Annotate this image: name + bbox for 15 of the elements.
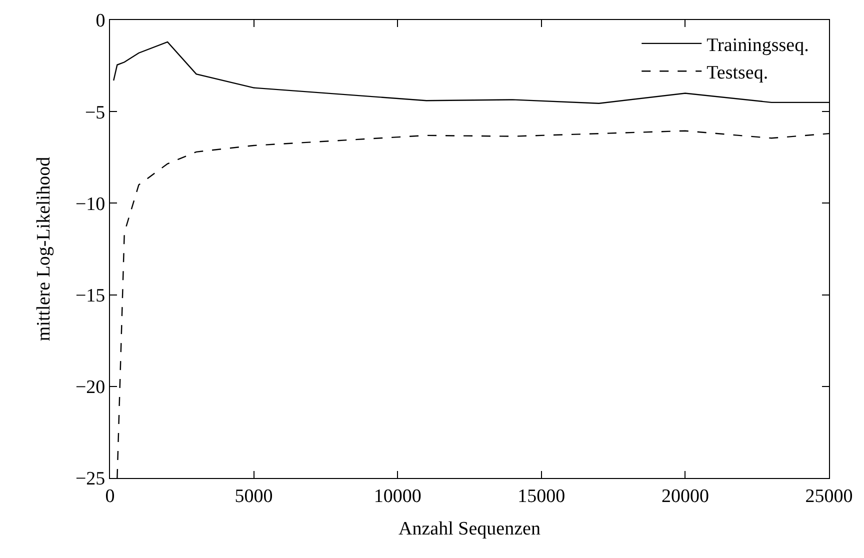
x-tick-label: 15000: [518, 486, 566, 507]
y-tick-label: 0: [96, 10, 106, 32]
y-tick-label: −5: [84, 102, 106, 124]
legend-label: Trainingsseq.: [706, 34, 809, 56]
y-axis-title: mittlere Log-Likelihood: [33, 156, 54, 342]
x-tick-label: 10000: [374, 486, 422, 507]
x-tick-label: 20000: [661, 486, 709, 507]
x-tick-label: 25000: [805, 486, 853, 507]
x-tick-label: 5000: [234, 486, 273, 507]
y-tick-label: −20: [75, 377, 106, 398]
y-tick-label: −25: [75, 468, 106, 490]
legend-label: Testseq.: [706, 62, 768, 84]
x-axis-title: Anzahl Sequenzen: [398, 518, 541, 540]
y-tick-label: −15: [75, 285, 106, 306]
y-tick-label: −10: [75, 194, 106, 215]
